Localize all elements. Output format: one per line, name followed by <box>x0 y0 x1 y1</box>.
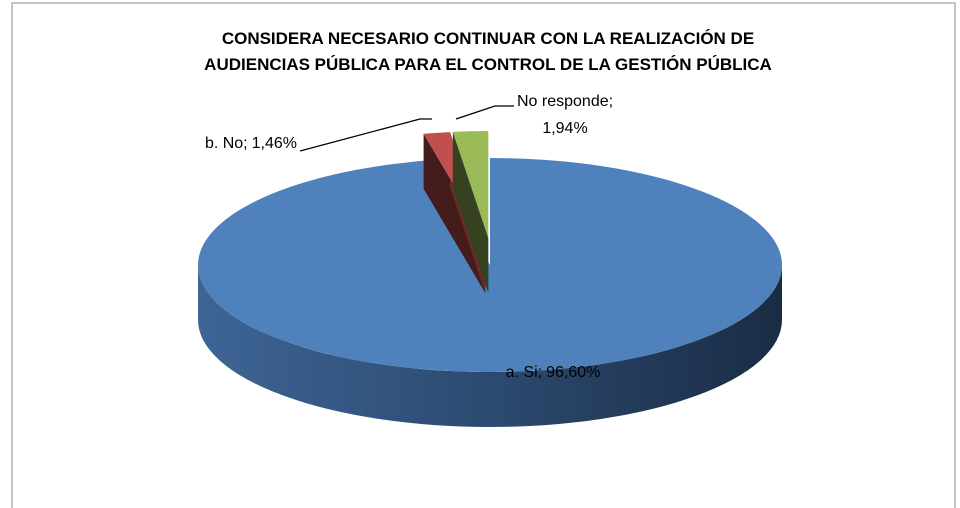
value-label: 1,46% <box>252 135 297 152</box>
value-label: 96,60% <box>546 364 600 381</box>
category-label: No responde; <box>517 93 613 110</box>
value-label: 1,94% <box>542 120 587 137</box>
data-label: a. Si; 96,60% <box>506 364 601 381</box>
leader-line <box>455 105 514 120</box>
category-label: a. Si; <box>506 364 542 381</box>
leader-line <box>299 118 432 152</box>
pie-slice <box>198 158 783 372</box>
data-label: b. No; 1,46% <box>205 135 297 152</box>
slice-side <box>198 265 782 427</box>
slice-face <box>423 133 486 294</box>
category-label: b. No; <box>205 135 248 152</box>
chart-title: AUDIENCIAS PÚBLICA PARA EL CONTROL DE LA… <box>204 55 772 74</box>
pie-slice <box>452 131 489 239</box>
chart-title: CONSIDERA NECESARIO CONTINUAR CON LA REA… <box>222 29 754 48</box>
slice-face <box>452 131 489 294</box>
